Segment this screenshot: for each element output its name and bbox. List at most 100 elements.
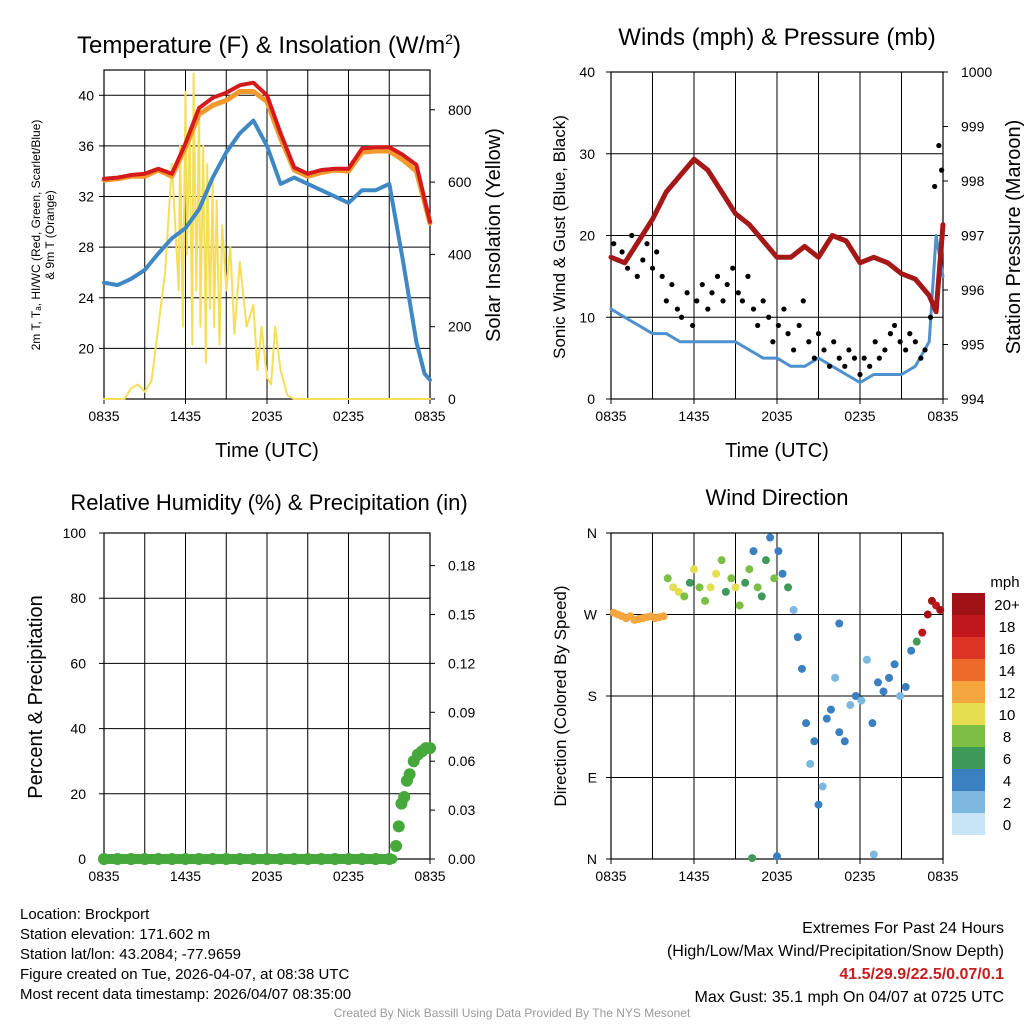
rh-precip-point [328,853,341,865]
rh-precip-point [152,853,165,865]
wind-gust-point [654,249,660,255]
wind-ytick-label: 10 [579,309,595,325]
wind-gust-point [876,355,882,361]
wdir-point [923,610,932,619]
rh-precip-point [247,853,260,865]
wind-gust-point [821,347,827,353]
wdir-legend-label: 20+ [994,597,1020,614]
wdir-point [712,569,721,578]
temp-xtick-label: 0835 [414,408,445,424]
wdir-point [659,612,668,621]
rh-precip-point [288,853,301,865]
wdir-point [669,583,678,592]
wind-gust-point [730,265,736,271]
wind-gust-point [634,273,640,279]
wdir-point [663,574,672,583]
rh-precip-point [398,791,411,804]
wdir-ytick-label: N [587,851,597,867]
wind-ytick-right-label: 994 [961,391,985,407]
wind-gust-point [781,306,787,312]
wind-gust-point [791,347,797,353]
wind-ytick-label: 30 [579,146,595,162]
wind-gust-point [918,355,924,361]
wind-gust-point [846,347,852,353]
wdir-point [789,605,798,614]
rh-ytick-right-label: 0.12 [448,655,475,671]
wind-ylabel: Sonic Wind & Gust (Blue, Black) [550,115,569,359]
wdir-xtick-label: 0835 [927,868,958,884]
extremes-values: 41.5/29.9/22.5/0.07/0.1 [839,966,1004,983]
wdir-point [846,701,855,710]
wdir-point [757,592,766,601]
wind-gust-point [766,314,772,320]
wdir-point [869,850,878,859]
wind-gust-point [936,142,942,149]
wind-gust-point [785,331,791,337]
rh-precip-point [369,853,382,865]
wdir-point [753,583,762,592]
wdir-legend-swatch [952,703,985,725]
wind-gust-point [674,306,681,312]
extremes-subtitle: (High/Low/Max Wind/Precipitation/Snow De… [666,943,1004,960]
wdir-ytick-label: S [588,688,597,704]
wdir-point [690,565,698,574]
wind-series-station-pressure [608,156,946,315]
wdir-point [717,556,726,565]
rh-precip-point [233,853,246,865]
wdir-point [721,587,730,596]
location-text: Location: Brockport [20,906,150,923]
wind-gust-point [932,183,938,190]
wdir-point [701,596,710,605]
wdir-legend-swatch [952,813,985,835]
wind-gust-point [897,339,903,345]
wind-gust-point [857,371,863,378]
wdir-legend-label: 0 [1003,817,1011,834]
rh-precip-point [424,742,436,755]
rh-precip-point [392,820,405,833]
wdir-point [685,578,694,587]
rh-xtick-label: 0835 [414,868,445,884]
wind-gust-point [649,265,656,271]
rh-precip-point [138,853,151,865]
temp-ytick-label: 24 [78,290,94,306]
wind-gust-point [663,298,669,304]
wind-gust-point [659,273,665,279]
wind-xtick-label: 1435 [678,408,709,424]
rh-ytick-label: 60 [70,655,86,671]
wdir-point [896,692,905,700]
wdir-point [766,533,775,542]
wind-gust-point [903,347,909,353]
wind-gust-point [745,273,751,279]
temp-ytick-right-label: 800 [448,102,472,118]
wind-gust-point [694,298,700,304]
rh-precip-point [261,853,273,865]
wind-ytick-right-label: 999 [961,119,985,135]
rh-precip-point [165,853,178,865]
wind-gust-point [912,339,918,345]
wind-ytick-label: 20 [579,228,595,244]
wind-xlabel: Time (UTC) [725,440,829,462]
temp-xlabel: Time (UTC) [215,440,319,462]
temp-chart-title: Temperature (F) & Insolation (W/m2) [77,31,461,59]
credit-text: Created By Nick Bassill Using Data Provi… [333,1006,691,1020]
wdir-point [868,719,877,728]
wind-gust-point [891,322,898,329]
wdir-point [727,574,736,583]
wind-xtick-label: 0235 [844,408,875,424]
wind-gust-point [872,339,878,345]
wdir-xtick-label: 0835 [595,868,626,884]
recent-text: Most recent data timestamp: 2026/04/07 0… [20,986,352,1003]
wdir-point [802,719,811,728]
created-text: Figure created on Tue, 2026-04-07, at 08… [20,966,350,983]
wind-gust-point [811,355,817,361]
wind-gust-point [851,355,858,361]
wind-gust-point [927,314,934,320]
wdir-point [835,619,844,628]
wind-gust-point [882,347,888,353]
rh-precip-point [125,853,138,865]
rh-precip-point [301,853,314,865]
wind-gust-point [699,281,705,288]
wdir-point [674,587,683,596]
wind-ytick-right-label: 996 [961,282,985,298]
wdir-point [835,728,844,737]
